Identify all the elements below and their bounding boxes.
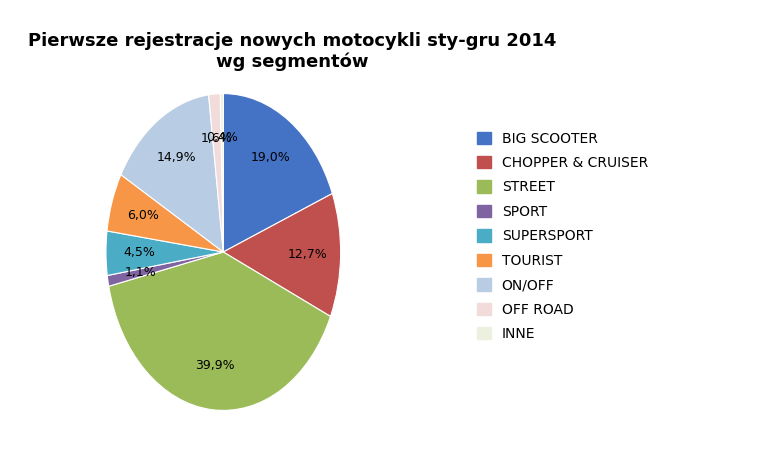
Wedge shape — [106, 231, 223, 275]
Text: 19,0%: 19,0% — [251, 151, 290, 164]
Wedge shape — [109, 252, 330, 410]
Wedge shape — [121, 95, 223, 252]
Wedge shape — [107, 175, 223, 252]
Legend: BIG SCOOTER, CHOPPER & CRUISER, STREET, SPORT, SUPERSPORT, TOURIST, ON/OFF, OFF : BIG SCOOTER, CHOPPER & CRUISER, STREET, … — [470, 125, 654, 348]
Wedge shape — [223, 194, 340, 316]
Wedge shape — [107, 252, 223, 286]
Wedge shape — [223, 94, 333, 252]
Text: 6,0%: 6,0% — [127, 209, 159, 222]
Text: 0,4%: 0,4% — [206, 131, 238, 144]
Text: 14,9%: 14,9% — [156, 151, 196, 164]
Text: 12,7%: 12,7% — [288, 248, 328, 261]
Wedge shape — [220, 94, 223, 252]
Text: 4,5%: 4,5% — [123, 247, 155, 259]
Text: 1,6%: 1,6% — [201, 132, 233, 145]
Wedge shape — [209, 94, 223, 252]
Text: Pierwsze rejestracje nowych motocykli sty-gru 2014
wg segmentów: Pierwsze rejestracje nowych motocykli st… — [28, 32, 557, 71]
Text: 1,1%: 1,1% — [125, 266, 156, 279]
Text: 39,9%: 39,9% — [195, 359, 235, 372]
